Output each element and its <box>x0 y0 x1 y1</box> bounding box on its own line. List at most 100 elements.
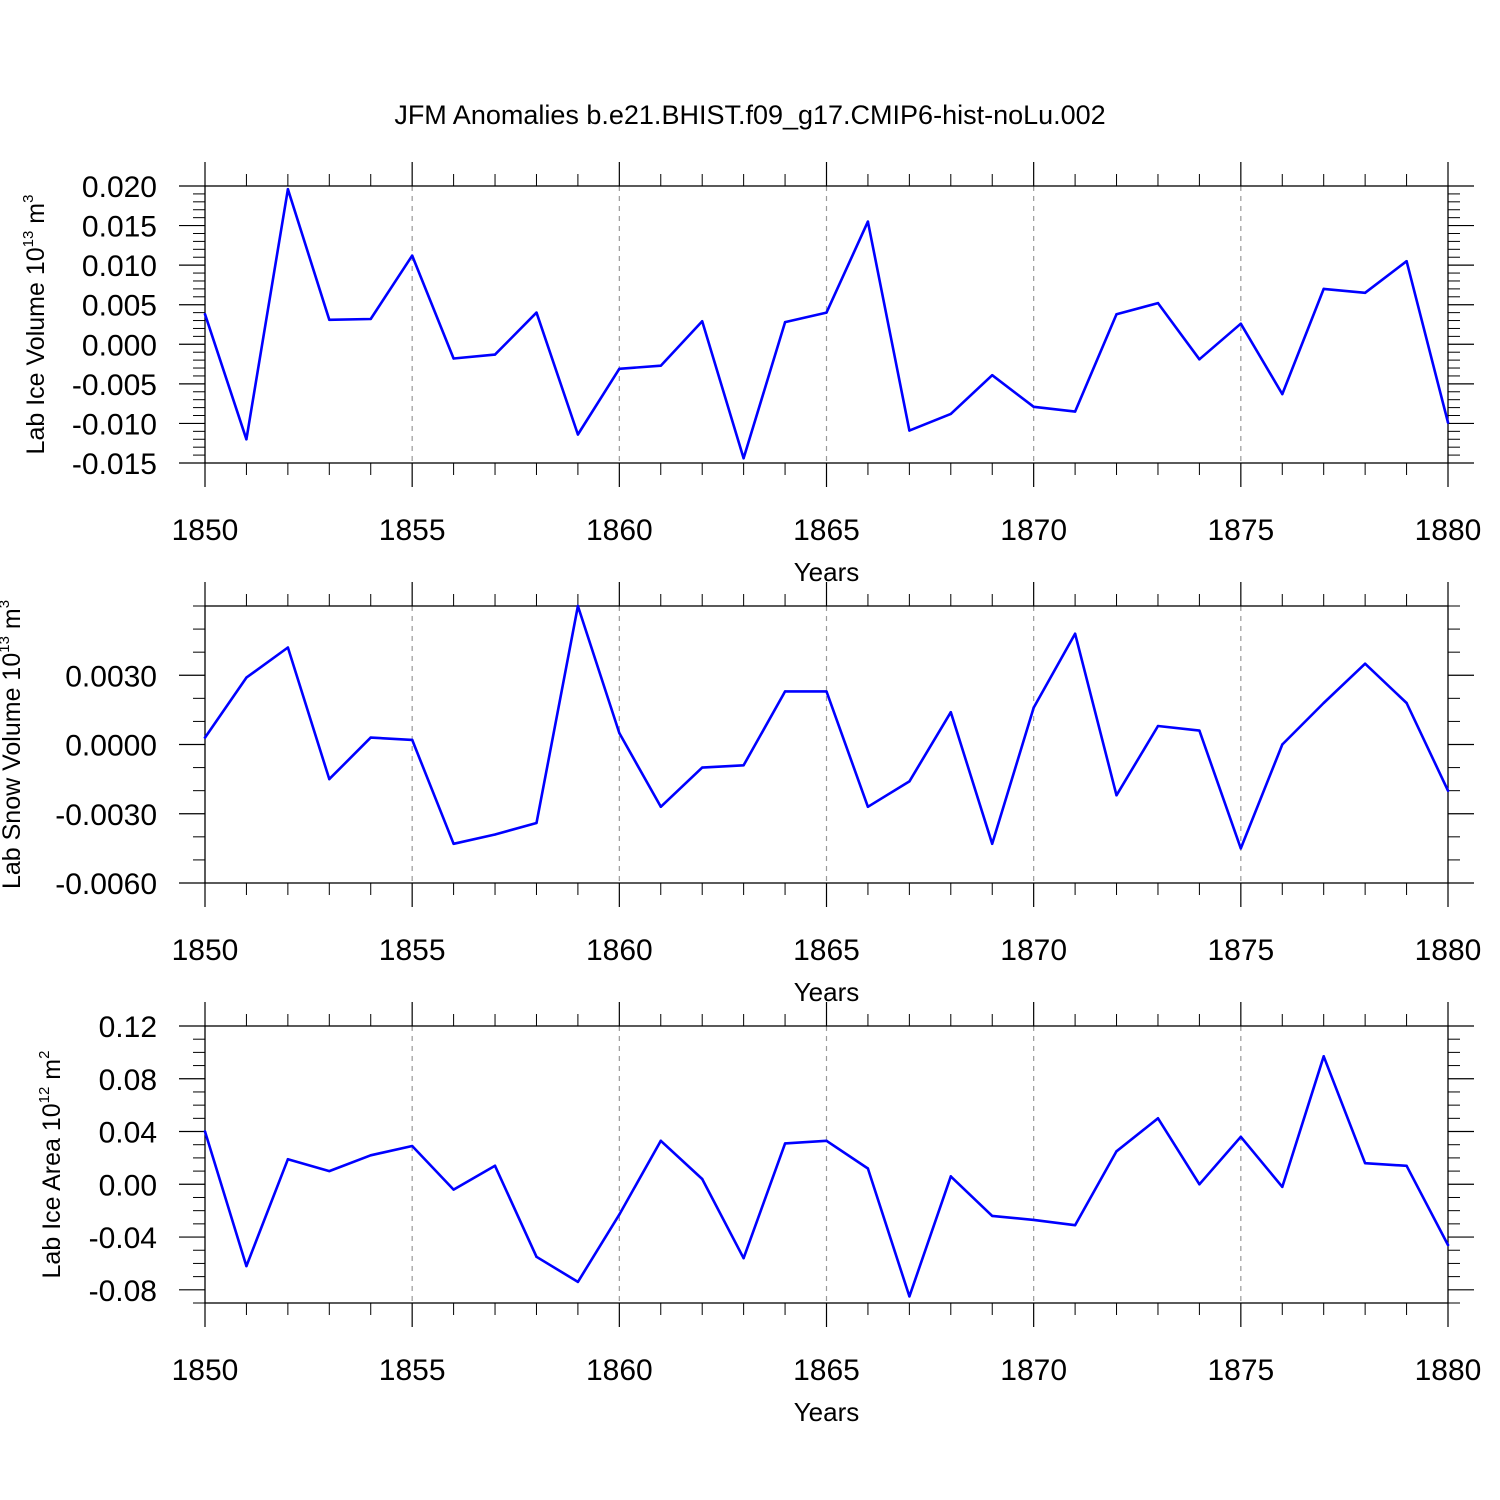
x-tick-label: 1855 <box>379 1354 446 1387</box>
data-point <box>1239 847 1243 850</box>
data-point <box>1198 358 1201 361</box>
data-point <box>1239 322 1243 325</box>
data-point <box>286 646 290 649</box>
x-tick-label: 1865 <box>793 1354 860 1387</box>
data-point <box>410 1144 414 1148</box>
data-point <box>618 731 621 735</box>
data-point <box>1405 259 1408 263</box>
panel-1: 1850 1855 1860 1865 1870 1875 1880 -0.015 -0.010… <box>20 162 1481 587</box>
data-point <box>535 821 538 825</box>
data-point <box>410 738 414 742</box>
data-point <box>1115 794 1118 797</box>
data-point <box>452 357 455 360</box>
x-tick-label: 1870 <box>1000 1354 1067 1387</box>
data-point <box>908 780 911 783</box>
data-point <box>245 438 248 441</box>
x-tick-label: 1875 <box>1207 1354 1274 1387</box>
data-point <box>493 353 497 356</box>
data-point <box>328 1169 331 1173</box>
y-tick-label: -0.0060 <box>55 868 157 901</box>
x-tick-label: 1880 <box>1415 514 1482 547</box>
data-point <box>701 766 704 769</box>
y-axis-label-part: Lab Ice Area 10 <box>38 1103 66 1278</box>
data-point <box>866 1167 870 1170</box>
data-point <box>328 777 331 781</box>
data-point <box>1322 701 1325 705</box>
data-point <box>866 805 870 809</box>
data-point <box>1032 405 1035 409</box>
x-tick-label: 1860 <box>586 934 653 967</box>
y-axis-label: Lab Ice Area 1012 m2 <box>36 1051 66 1279</box>
y-tick-label: 0.000 <box>82 329 157 362</box>
data-point <box>1115 1150 1118 1153</box>
y-axis-label: Lab Ice Volume 1013 m3 <box>20 195 50 455</box>
data-point <box>1281 1185 1284 1189</box>
data-point <box>783 690 787 693</box>
data-point <box>493 833 497 836</box>
y-tick-label: -0.010 <box>72 408 157 441</box>
data-point <box>1322 1055 1325 1058</box>
y-axis-label-superscript: 3 <box>0 600 13 608</box>
data-point <box>991 1214 994 1218</box>
x-tick-label: 1855 <box>379 934 446 967</box>
x-tick-label: 1875 <box>1207 934 1274 967</box>
data-point <box>576 433 580 436</box>
data-point <box>825 690 828 693</box>
data-point <box>742 764 745 767</box>
data-point <box>659 364 662 367</box>
y-tick-label: -0.0030 <box>55 799 157 832</box>
data-point <box>1115 313 1118 316</box>
data-point <box>410 254 414 257</box>
data-point <box>369 1154 372 1157</box>
y-axis-label-superscript: 13 <box>0 636 13 653</box>
x-axis-label: Years <box>794 1397 860 1427</box>
data-point <box>328 318 331 321</box>
y-axis-label-part: m <box>22 203 50 231</box>
data-point <box>493 1164 497 1168</box>
data-point <box>576 604 580 608</box>
data-point <box>245 1264 248 1268</box>
y-axis-label-superscript: 3 <box>20 195 37 203</box>
y-tick-label: 0.0000 <box>65 730 157 763</box>
panel-2: 1850 1855 1860 1865 1870 1875 1880 -0.0060 -0.00… <box>0 582 1481 1007</box>
x-tick-label: 1860 <box>586 1354 653 1387</box>
data-point <box>783 1142 787 1145</box>
y-axis-label-part: Lab Ice Volume 10 <box>22 247 50 454</box>
data-point <box>659 805 662 809</box>
data-point <box>949 1175 952 1178</box>
y-tick-label: -0.005 <box>72 369 157 402</box>
data-point <box>949 710 952 714</box>
data-point <box>203 736 207 739</box>
x-tick-label: 1875 <box>1207 514 1274 547</box>
y-tick-label: 0.04 <box>99 1117 157 1150</box>
data-point <box>701 1177 704 1181</box>
y-tick-label: 0.00 <box>99 1169 157 1202</box>
data-point <box>1198 729 1201 732</box>
panels: 1850 1855 1860 1865 1870 1875 1880 -0.015 -0.010… <box>0 162 1481 1427</box>
data-point <box>286 187 290 191</box>
data-point <box>1322 287 1325 291</box>
data-point <box>1032 706 1035 709</box>
data-point <box>203 1130 207 1133</box>
y-tick-label: -0.08 <box>89 1275 157 1308</box>
data-point <box>742 1256 745 1260</box>
y-tick-label: 0.010 <box>82 250 157 283</box>
data-point <box>1156 301 1160 305</box>
y-tick-label: 0.08 <box>99 1064 157 1097</box>
data-point <box>908 429 911 432</box>
x-tick-label: 1865 <box>793 514 860 547</box>
data-point <box>1363 662 1367 665</box>
data-point <box>245 676 248 679</box>
y-tick-label: 0.015 <box>82 211 157 244</box>
panel-3: 1850 1855 1860 1865 1870 1875 1880 -0.08 -0.04 0.… <box>36 1002 1481 1427</box>
data-point <box>1363 1161 1367 1165</box>
x-tick-label: 1850 <box>172 1354 239 1387</box>
data-point <box>535 1255 538 1259</box>
y-axis-label-part: m <box>38 1059 66 1087</box>
y-tick-label: 0.020 <box>82 171 157 204</box>
data-point <box>1073 410 1077 413</box>
data-point <box>1446 421 1450 424</box>
y-axis-label-superscript: 2 <box>36 1051 53 1059</box>
y-tick-label: 0.005 <box>82 290 157 323</box>
